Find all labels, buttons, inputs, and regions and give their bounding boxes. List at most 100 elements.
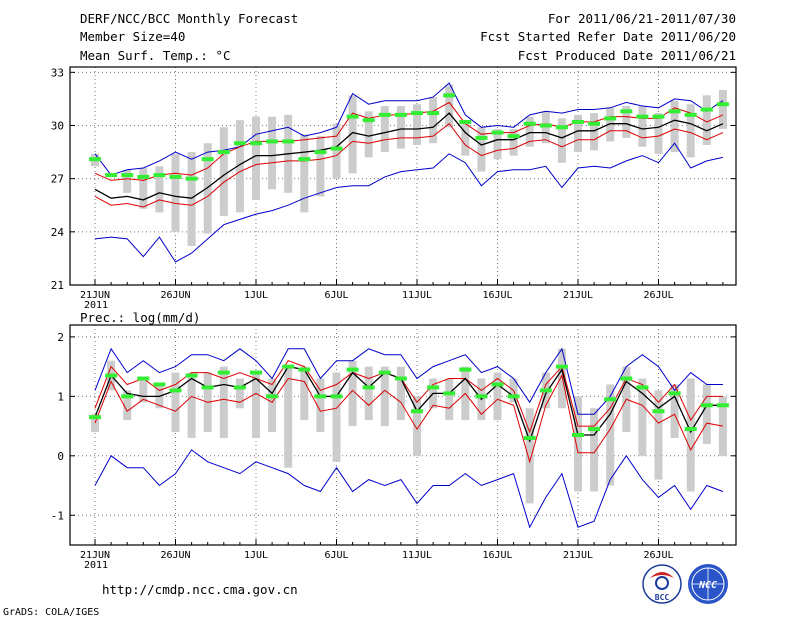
prec-spread-box <box>91 414 99 433</box>
prec-spread-box <box>445 378 454 421</box>
prec-spread-box <box>574 396 582 492</box>
prec-series-upper <box>94 360 723 434</box>
temp-spread-box <box>638 105 647 147</box>
temp-spread-box <box>590 113 599 151</box>
temp-spread-box <box>300 134 309 213</box>
temp-spread-box <box>268 116 277 190</box>
prec-xtick-label: 26JUN <box>160 550 190 561</box>
temp-xtick-label: 26JUL <box>643 290 673 301</box>
forecast-period-label: For 2011/06/21-2011/07/30 <box>548 11 736 26</box>
temp-spread-box <box>348 95 357 174</box>
grads-credit: GrADS: COLA/IGES <box>3 607 99 618</box>
temp-spread-box <box>718 90 727 130</box>
temp-xtick-label: 1JUL <box>244 290 268 301</box>
temp-series-lower <box>94 122 724 208</box>
temp-spread-box <box>702 95 711 145</box>
prec-ytick-label: 1 <box>57 390 64 403</box>
member-size-label: Member Size=40 <box>80 29 185 44</box>
prec-spread-box <box>187 372 196 438</box>
prec-ytick-label: -1 <box>51 509 64 522</box>
ncc-logo: NCC <box>688 564 728 604</box>
prec-spread-box <box>686 378 695 492</box>
bcc-logo-center <box>655 576 669 590</box>
prec-series-max <box>94 347 723 415</box>
prec-spread-box <box>638 378 647 456</box>
prec-spread-box <box>380 366 389 427</box>
prec-spread-box <box>413 396 421 456</box>
prec-xtick-label: 6JUL <box>324 550 348 561</box>
prec-xtick-label: 26JUL <box>643 550 673 561</box>
temp-spread-box <box>316 136 325 197</box>
bcc-logo-text: BCC <box>655 593 670 602</box>
temp-spread-box <box>364 111 373 158</box>
source-url: http://cmdp.ncc.cma.gov.cn <box>102 582 298 597</box>
ncc-logo-grid <box>692 568 724 600</box>
temp-spread-box <box>477 127 486 172</box>
temp-xtick-year: 2011 <box>84 300 108 311</box>
prec-spread-box <box>284 366 293 468</box>
temp-spread-box <box>429 97 438 144</box>
temp-spread-box <box>606 107 615 142</box>
prec-spread-box <box>300 366 309 421</box>
chart-title: DERF/NCC/BCC Monthly Forecast <box>80 11 298 26</box>
temp-spread-box <box>171 153 180 232</box>
temp-spread-box <box>139 168 148 209</box>
prec-spread-box <box>606 384 615 486</box>
prec-spread-box <box>396 366 405 421</box>
temp-ytick-label: 27 <box>51 173 64 186</box>
temp-spread-box <box>493 129 502 160</box>
temp-spread-box <box>622 105 631 138</box>
temp-spread-box <box>686 104 695 158</box>
temp-spread-box <box>235 120 244 213</box>
temp-spread-box <box>203 143 212 234</box>
temp-ytick-label: 30 <box>51 119 64 132</box>
temp-spread-box <box>396 105 405 149</box>
prec-spread-box <box>654 390 663 480</box>
bcc-logo-arc <box>650 572 674 578</box>
prec-ytick-label: 2 <box>57 331 64 344</box>
prec-spread-box <box>364 366 373 421</box>
temp-spread-box <box>413 104 421 145</box>
temp-xtick-label: 21JUN <box>80 290 110 301</box>
temp-spread-box <box>525 116 534 147</box>
temp-xtick-label: 21JUL <box>563 290 593 301</box>
temp-spread-box <box>445 84 454 128</box>
prec-spread-box <box>525 408 534 504</box>
prec-spread-box <box>268 378 277 433</box>
prec-spread-box <box>123 390 132 421</box>
prec-spread-box <box>670 384 679 438</box>
prec-spread-box <box>219 366 228 438</box>
temp-spread-box <box>574 114 582 153</box>
prec-xtick-label: 21JUN <box>80 550 110 561</box>
prec-spread-box <box>557 348 566 409</box>
prec-series-lower <box>94 374 723 464</box>
temp-spread-box <box>670 100 679 153</box>
prec-spread-box <box>139 378 148 403</box>
prec-spread-box <box>252 372 260 438</box>
temp-spread-box <box>219 127 228 216</box>
temp-spread-box <box>654 113 663 154</box>
temp-spread-box <box>252 116 260 200</box>
ncc-logo-text: NCC <box>698 580 717 591</box>
temp-series-min <box>94 142 724 263</box>
prec-spread-box <box>235 378 244 409</box>
temp-spread-box <box>123 169 132 193</box>
prec-plot-frame <box>69 324 737 546</box>
variable-label: Mean Surf. Temp.: °C <box>80 48 231 63</box>
prec-xtick-label: 11JUL <box>402 550 432 561</box>
temp-spread-box <box>332 123 341 179</box>
prec-spread-box <box>348 360 357 427</box>
prec-xtick-label: 16JUL <box>482 550 512 561</box>
temp-spread-box <box>557 118 566 163</box>
temp-spread-box <box>461 121 470 156</box>
precip-panel-title: Prec.: log(mm/d) <box>80 310 200 325</box>
temp-ytick-label: 33 <box>51 66 64 79</box>
bcc-logo-ring <box>642 564 682 604</box>
temp-series-max <box>94 82 724 176</box>
prec-spread-box <box>171 372 180 433</box>
temp-xtick-label: 16JUL <box>482 290 512 301</box>
